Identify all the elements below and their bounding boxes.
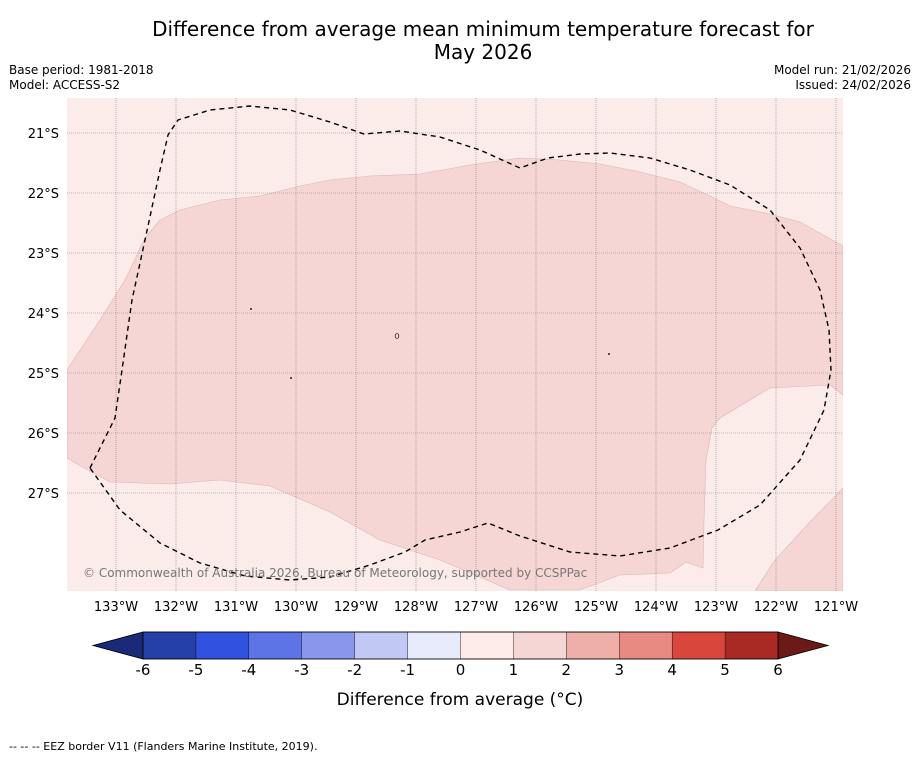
meta-right: Model run: 21/02/2026 Issued: 24/02/2026 xyxy=(774,63,911,93)
lat-label: 23°S xyxy=(28,247,59,262)
map-title: Difference from average mean minimum tem… xyxy=(0,18,919,64)
colorbar-tick: 5 xyxy=(720,661,730,679)
title-line-2: May 2026 xyxy=(433,40,533,64)
colorbar-cell xyxy=(513,631,567,660)
lon-label: 126°W xyxy=(514,600,558,615)
colorbar-tick: -1 xyxy=(400,661,415,679)
base-period-text: Base period: 1981-2018 xyxy=(9,63,154,77)
lon-label: 122°W xyxy=(754,600,798,615)
meta-left: Base period: 1981-2018 Model: ACCESS-S2 xyxy=(9,63,154,93)
colorbar-tick: -6 xyxy=(136,661,151,679)
lat-label: 24°S xyxy=(28,307,59,322)
colorbar: -6 -5 -4 -3 -2 -1 0 1 2 3 4 5 6 Differen… xyxy=(91,631,830,710)
colorbar-tick: 2 xyxy=(562,661,572,679)
colorbar-tick: 4 xyxy=(667,661,677,679)
lon-label: 128°W xyxy=(394,600,438,615)
colorbar-cell xyxy=(354,631,409,660)
lon-label: 125°W xyxy=(574,600,618,615)
lat-label: 22°S xyxy=(28,187,59,202)
colorbar-cell xyxy=(142,631,197,660)
colorbar-tick: 1 xyxy=(509,661,519,679)
model-text: Model: ACCESS-S2 xyxy=(9,78,121,92)
lon-label: 124°W xyxy=(634,600,678,615)
longitude-gridlines xyxy=(115,98,837,591)
lon-label: 123°W xyxy=(694,600,738,615)
lon-label: 131°W xyxy=(214,600,258,615)
colorbar-tick: -4 xyxy=(241,661,256,679)
latitude-labels: 21°S 22°S 23°S 24°S 25°S 26°S 27°S xyxy=(28,127,59,502)
island-markers xyxy=(250,308,610,379)
lon-label: 132°W xyxy=(154,600,198,615)
island-dot-2 xyxy=(394,333,400,339)
map-panel: © Commonwealth of Australia 2026, Bureau… xyxy=(67,98,843,591)
anomaly-area-1-2 xyxy=(67,157,843,591)
issued-text: Issued: 24/02/2026 xyxy=(795,78,911,92)
anomaly-area-1-2-southeast xyxy=(754,487,843,591)
colorbar-cell xyxy=(248,631,303,660)
lat-label: 25°S xyxy=(28,367,59,382)
lon-label: 121°W xyxy=(814,600,858,615)
eez-legend-text: -- -- -- EEZ border V11 (Flanders Marine… xyxy=(9,740,318,753)
lat-label: 27°S xyxy=(28,487,59,502)
colorbar-cell xyxy=(724,631,779,660)
colorbar-label: Difference from average (°C) xyxy=(337,690,584,710)
colorbar-tick: 0 xyxy=(456,661,466,679)
model-run-text: Model run: 21/02/2026 xyxy=(773,63,911,77)
lat-label: 26°S xyxy=(28,427,59,442)
colorbar-cell xyxy=(671,631,726,660)
lat-label: 21°S xyxy=(28,127,59,142)
lon-label: 127°W xyxy=(454,600,498,615)
colorbar-tick: -2 xyxy=(347,661,362,679)
colorbar-ticks: -6 -5 -4 -3 -2 -1 0 1 2 3 4 5 6 xyxy=(136,661,783,679)
latitude-gridlines xyxy=(67,132,843,494)
eez-border xyxy=(89,105,832,581)
island-dot-4 xyxy=(290,377,292,379)
colorbar-cell xyxy=(301,631,356,660)
lon-label: 133°W xyxy=(94,600,138,615)
longitude-labels: 133°W 132°W 131°W 130°W 129°W 128°W 127°… xyxy=(94,600,858,615)
colorbar-tick: 3 xyxy=(614,661,624,679)
island-dot-1 xyxy=(250,308,252,310)
colorbar-tick: 6 xyxy=(773,661,783,679)
colorbar-over-triangle xyxy=(777,631,830,660)
colorbar-cell xyxy=(195,631,250,660)
lon-label: 129°W xyxy=(334,600,378,615)
colorbar-outline xyxy=(142,631,779,660)
island-dot-3 xyxy=(608,353,610,355)
title-line-1: Difference from average mean minimum tem… xyxy=(152,17,814,41)
lon-label: 130°W xyxy=(274,600,318,615)
colorbar-cell xyxy=(407,631,462,660)
colorbar-cells xyxy=(142,631,779,660)
colorbar-tick: -5 xyxy=(188,661,203,679)
colorbar-cell xyxy=(460,631,514,660)
copyright-text: © Commonwealth of Australia 2026, Bureau… xyxy=(83,566,587,580)
colorbar-cell xyxy=(619,631,673,660)
colorbar-tick: -3 xyxy=(294,661,309,679)
colorbar-cell xyxy=(566,631,620,660)
colorbar-under-triangle xyxy=(91,631,144,660)
